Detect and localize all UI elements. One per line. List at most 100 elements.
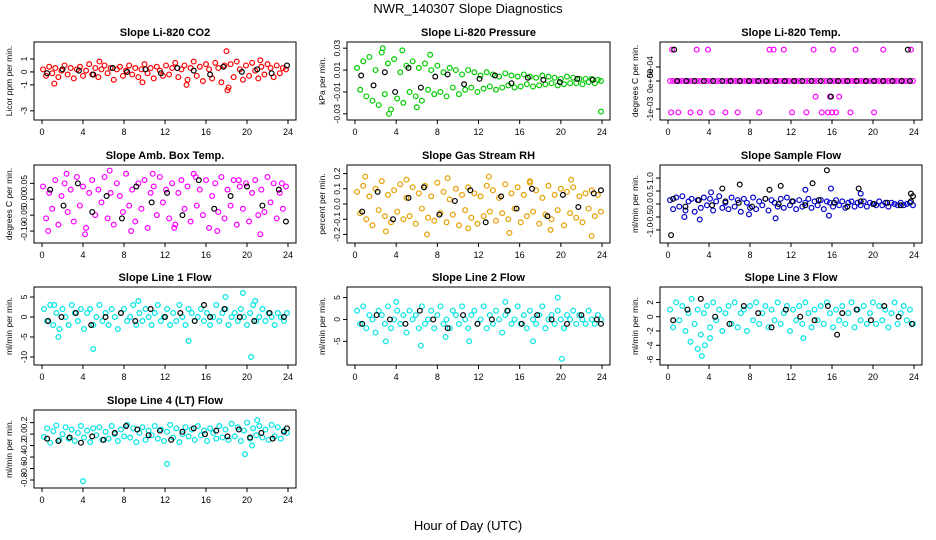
data-point — [530, 316, 537, 323]
data-point — [707, 335, 714, 342]
data-point — [476, 75, 483, 82]
data-point — [483, 182, 490, 189]
data-point — [697, 331, 704, 338]
data-point — [551, 191, 558, 198]
data-point — [588, 316, 595, 323]
data-point — [588, 75, 595, 82]
data-point — [502, 70, 509, 77]
data-point — [695, 197, 702, 204]
data-point — [254, 417, 261, 424]
data-point — [258, 186, 265, 193]
x-tick-label: 0 — [352, 372, 357, 382]
data-point — [70, 75, 77, 82]
data-point — [508, 80, 515, 87]
data-point — [703, 202, 710, 209]
data-point — [256, 423, 263, 430]
data-point — [176, 302, 183, 309]
data-point — [101, 173, 108, 180]
data-point — [683, 77, 690, 84]
data-point — [43, 215, 50, 222]
data-point — [107, 65, 114, 72]
data-point — [382, 338, 389, 345]
data-point — [576, 75, 583, 82]
data-point — [262, 426, 269, 433]
panel-title: Slope Sample Flow — [741, 150, 842, 162]
x-tick-label: 24 — [909, 127, 919, 137]
data-point — [492, 217, 499, 224]
data-point — [52, 65, 59, 72]
data-point — [105, 435, 112, 442]
data-point — [884, 199, 891, 206]
data-point — [777, 320, 784, 327]
data-point — [104, 215, 111, 222]
data-point — [799, 77, 806, 84]
data-point — [536, 220, 543, 227]
data-point — [139, 79, 146, 86]
data-point — [526, 307, 533, 314]
data-point — [485, 173, 492, 180]
data-point — [167, 322, 174, 329]
data-point — [697, 77, 704, 84]
data-point — [452, 67, 459, 74]
data-point — [251, 318, 258, 325]
data-point — [156, 427, 163, 434]
data-point — [84, 310, 91, 317]
data-point — [268, 421, 275, 428]
data-point — [796, 303, 803, 310]
data-point — [772, 77, 779, 84]
data-point — [722, 310, 729, 317]
data-point — [771, 317, 778, 324]
x-tick-label: 0 — [39, 250, 44, 260]
data-point — [594, 76, 601, 83]
x-tick-label: 20 — [556, 250, 566, 260]
data-point — [77, 439, 84, 446]
data-point — [99, 318, 106, 325]
data-point — [554, 294, 561, 301]
data-point — [548, 316, 555, 323]
data-point — [818, 109, 825, 116]
data-point — [682, 328, 689, 335]
data-point — [164, 189, 171, 196]
data-point — [157, 318, 164, 325]
data-point — [900, 202, 907, 209]
data-point — [183, 81, 190, 88]
data-point — [693, 46, 700, 53]
y-tick-label: 5 — [19, 294, 29, 299]
data-point — [483, 69, 490, 76]
data-point — [466, 338, 473, 345]
data-point — [150, 183, 157, 190]
data-point — [92, 65, 99, 72]
data-point — [687, 338, 694, 345]
data-point — [700, 77, 707, 84]
data-point — [402, 320, 409, 327]
data-point — [888, 310, 895, 317]
data-point — [49, 70, 56, 77]
y-tick-label: 0e+00 — [645, 69, 655, 93]
data-point — [825, 212, 832, 219]
data-point — [268, 70, 275, 77]
data-point — [694, 77, 701, 84]
data-point — [148, 199, 155, 206]
data-point — [145, 432, 152, 439]
data-point — [190, 67, 197, 74]
data-point — [900, 303, 907, 310]
data-point — [536, 312, 543, 319]
data-point — [881, 303, 888, 310]
data-point — [791, 77, 798, 84]
data-point — [907, 198, 914, 205]
data-point — [360, 182, 367, 189]
data-point — [523, 325, 530, 332]
data-point — [845, 199, 852, 206]
data-point — [446, 64, 453, 71]
data-point — [366, 193, 373, 200]
data-point — [421, 60, 428, 67]
data-point — [676, 203, 683, 210]
data-point — [254, 66, 261, 73]
panel-title: Slope Li-820 Temp. — [741, 27, 840, 39]
data-point — [159, 199, 166, 206]
data-point — [56, 436, 63, 443]
data-point — [204, 310, 211, 317]
data-point — [802, 77, 809, 84]
data-point — [513, 205, 520, 212]
